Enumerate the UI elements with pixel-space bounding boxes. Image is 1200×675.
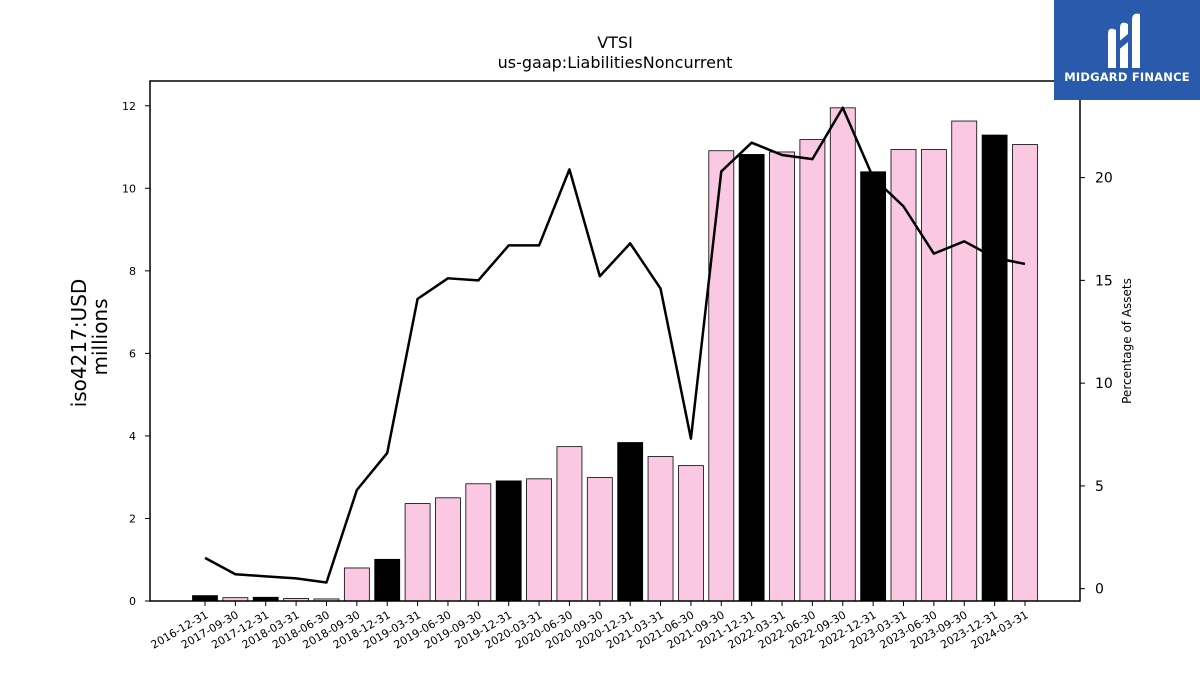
y2-axis-label: Percentage of Assets (1120, 278, 1134, 404)
bar-2016-12-31 (192, 595, 218, 602)
bar-2020-03-31 (526, 478, 552, 602)
bar-2019-06-30 (435, 497, 461, 602)
bar-2023-03-31 (890, 149, 917, 602)
percentage-line (204, 106, 1026, 584)
bar-2020-06-30 (556, 446, 583, 602)
bar-2019-03-31 (404, 503, 431, 602)
bar-2023-09-30 (951, 120, 978, 602)
y-tick-label: 6 (129, 347, 136, 360)
chart-title: VTSI (597, 33, 633, 52)
y-tick-label: 0 (129, 595, 136, 608)
bar-2024-03-31 (1012, 144, 1038, 602)
midgard-m-icon (1108, 13, 1140, 69)
bar-2022-06-30 (799, 139, 826, 602)
y-tick-label: 12 (122, 100, 136, 113)
bar-2021-03-31 (647, 456, 674, 602)
logo-text: MIDGARD FINANCE (1064, 70, 1190, 84)
y-tick-label: 4 (129, 430, 136, 443)
y-axis-label: iso4217:USD (67, 279, 91, 408)
y-tick-label: 10 (122, 182, 136, 195)
y2-tick-label: 20 (1095, 171, 1113, 187)
bar-2022-12-31 (860, 171, 887, 602)
bar-2021-06-30 (678, 465, 704, 602)
bar-2018-12-31 (374, 558, 401, 602)
chart-subtitle: us-gaap:LiabilitiesNoncurrent (498, 53, 733, 72)
y2-tick-label: 10 (1095, 376, 1113, 392)
bar-2021-09-30 (708, 150, 735, 602)
bar-group (192, 107, 1038, 602)
y2-tick-label: 0 (1095, 582, 1104, 598)
y-axis-left: 0 2 4 6 8 10 12 (122, 100, 150, 608)
y2-tick-label: 5 (1095, 479, 1104, 495)
bar-2023-12-31 (981, 134, 1008, 602)
bar-2023-06-30 (920, 149, 947, 602)
bar-2019-12-31 (495, 480, 522, 602)
bar-2022-09-30 (829, 107, 856, 602)
bar-2019-09-30 (465, 483, 492, 602)
plot-frame (149, 80, 1081, 602)
bar-2018-09-30 (343, 567, 370, 602)
bar-2020-09-30 (586, 477, 613, 602)
y-axis-unit-label: millions (88, 298, 112, 375)
bar-2020-12-31 (617, 442, 644, 602)
bar-2022-03-31 (769, 151, 795, 602)
y-tick-label: 2 (129, 512, 136, 525)
y2-tick-label: 15 (1095, 273, 1113, 289)
bar-2021-12-31 (738, 154, 765, 602)
x-axis: 2016-12-312017-09-302017-12-312018-03-31… (149, 601, 1030, 652)
midgard-finance-logo: MIDGARD FINANCE (1054, 0, 1200, 100)
line-group (204, 106, 1026, 584)
y-axis-right: 0 5 10 15 20 (1080, 171, 1113, 598)
y-tick-label: 8 (129, 265, 136, 278)
